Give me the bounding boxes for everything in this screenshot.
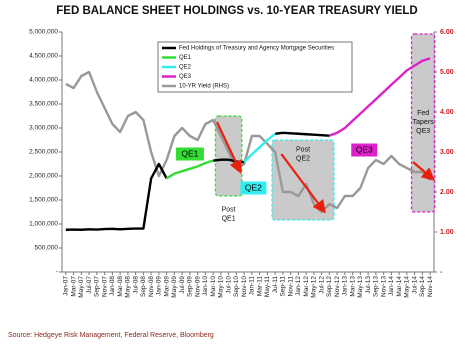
legend-box (157, 41, 353, 93)
x-tick-label: May-08 (125, 276, 132, 298)
y-tick-label: 2,000,000 (29, 173, 58, 180)
legend-label: QE1 (179, 55, 192, 61)
x-tick-label: Sep-13 (373, 276, 380, 297)
x-tick-label: Nov-11 (287, 276, 294, 297)
y2-tick-label: 5.00 (440, 69, 454, 76)
x-tick-label: Jul-09 (179, 276, 186, 294)
y-tick-label: 3,000,000 (29, 125, 58, 132)
x-tick-label: Sep-11 (280, 276, 287, 297)
annotation-text: Tapers (413, 119, 435, 126)
y-tick-label: - (56, 269, 58, 276)
series-line (243, 132, 276, 163)
x-tick-label: Jul-14 (411, 276, 418, 294)
x-tick-label: Jan-08 (109, 276, 116, 296)
x-tick-label: Jan-13 (342, 276, 349, 296)
x-tick-label: Mar-13 (349, 276, 356, 297)
x-tick-label: May-09 (171, 276, 178, 298)
series-line (165, 159, 214, 180)
y-tick-label: 1,000,000 (29, 221, 58, 228)
annotation-text: QE3 (356, 144, 373, 154)
x-tick-label: Sep-10 (233, 276, 240, 297)
y-tick-label: 3,500,000 (29, 101, 58, 108)
x-tick-label: Mar-12 (303, 276, 310, 297)
x-tick-label: Mar-10 (210, 276, 217, 297)
x-tick-label: Nov-12 (334, 276, 341, 297)
series-line (328, 57, 431, 137)
y2-tick-label: 6.00 (440, 29, 454, 36)
x-tick-label: May-10 (218, 276, 225, 298)
x-tick-label: Mar-14 (396, 276, 403, 297)
x-tick-label: Mar-09 (163, 276, 170, 297)
x-tick-label: Jan-07 (63, 276, 70, 296)
x-tick-label: Nov-10 (241, 276, 248, 297)
y-tick-label: 4,500,000 (29, 53, 58, 60)
x-tick-label: Jan-10 (202, 276, 209, 296)
trend-arrow (412, 161, 436, 181)
annotation-text: QE3 (416, 128, 430, 135)
x-tick-label: Jan-12 (295, 276, 302, 296)
x-tick-label: May-07 (78, 276, 85, 298)
y2-tick-label: 4.00 (440, 109, 454, 116)
y2-tick-label: 1.00 (440, 229, 454, 236)
annotation-text: QE1 (181, 148, 198, 158)
x-tick-label: Jul-12 (318, 276, 325, 294)
x-tick-label: Jan-09 (156, 276, 163, 296)
annotation-box (351, 143, 378, 157)
series-line (65, 70, 431, 214)
annotation-text: QE1 (222, 215, 236, 222)
y2-tick-label: - (440, 269, 443, 276)
source-note: Source: Hedgeye Risk Management, Federal… (8, 332, 214, 339)
x-tick-label: Jul-11 (272, 276, 279, 294)
x-tick-label: Nov-09 (194, 276, 201, 297)
x-tick-label: Nov-14 (427, 276, 434, 297)
x-tick-label: Jan-11 (249, 276, 256, 296)
chart-title: FED BALANCE SHEET HOLDINGS vs. 10-YEAR T… (56, 5, 417, 17)
y2-tick-label: 2.00 (440, 189, 454, 196)
trend-arrow (280, 153, 326, 214)
x-tick-label: Sep-14 (419, 276, 426, 297)
x-tick-label: Nov-13 (380, 276, 387, 297)
annotation-text: QE2 (296, 155, 310, 162)
x-tick-label: May-12 (311, 276, 318, 298)
annotation-text: Post (296, 146, 310, 153)
legend-label: Fed Holdings of Treasury and Agency Mort… (179, 46, 334, 52)
x-tick-label: Jul-10 (225, 276, 232, 294)
y-tick-label: 4,000,000 (29, 77, 58, 84)
x-tick-label: Nov-08 (148, 276, 155, 297)
annotation-text: QE2 (245, 182, 262, 192)
x-tick-label: Sep-08 (140, 276, 147, 297)
x-tick-label: Jul-13 (365, 276, 372, 294)
annotation-text: Fed (417, 110, 429, 117)
legend-label: 10-YR Yield (RHS) (179, 84, 229, 90)
x-tick-label: May-11 (264, 276, 271, 298)
x-tick-label: Mar-08 (117, 276, 124, 297)
trend-arrow (216, 121, 242, 174)
x-tick-label: Jan-14 (388, 276, 395, 296)
y-tick-label: 5,000,000 (29, 29, 58, 36)
y-tick-label: 500,000 (35, 245, 59, 252)
annotation-box (175, 147, 204, 161)
y-tick-label: 2,500,000 (29, 149, 58, 156)
legend-label: QE2 (179, 65, 192, 71)
x-tick-label: May-13 (357, 276, 364, 298)
x-tick-label: Mar-07 (70, 276, 77, 297)
annotation-box (240, 181, 267, 195)
x-tick-label: Sep-07 (94, 276, 101, 297)
y2-tick-label: 3.00 (440, 149, 454, 156)
x-tick-label: Sep-09 (187, 276, 194, 297)
x-tick-label: Jul-08 (132, 276, 139, 294)
x-tick-label: Sep-12 (326, 276, 333, 297)
x-tick-label: May-14 (404, 276, 411, 298)
x-tick-label: Mar-11 (256, 276, 263, 296)
y-tick-label: 1,500,000 (29, 197, 58, 204)
x-tick-label: Nov-07 (101, 276, 108, 297)
legend-label: QE3 (179, 74, 192, 80)
x-tick-label: Jul-07 (86, 276, 93, 294)
annotation-text: Post (222, 206, 236, 213)
